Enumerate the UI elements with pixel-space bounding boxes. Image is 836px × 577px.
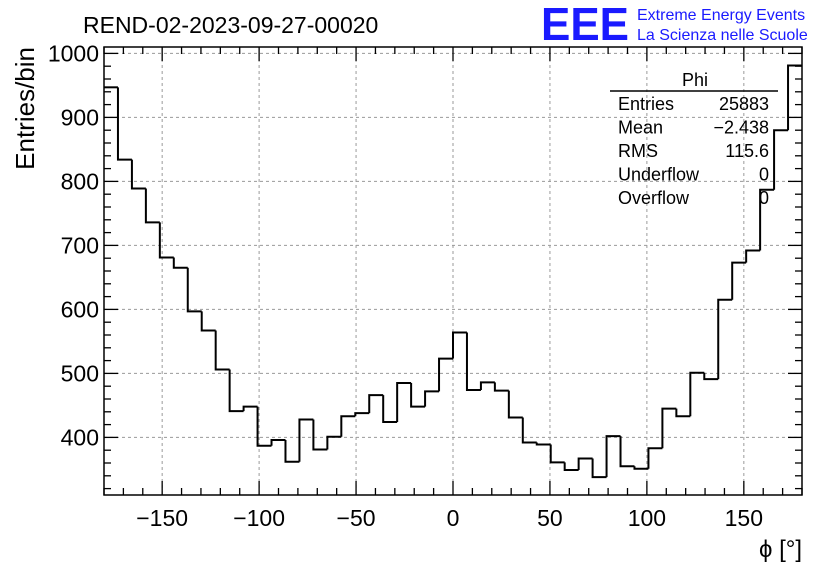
y-tick-labels: 400 500 600 700 800 900 1000 xyxy=(48,40,99,450)
x-axis-label: ϕ [°] xyxy=(759,536,802,563)
histogram-bin xyxy=(298,418,314,462)
stats-row-label: Underflow xyxy=(618,165,700,185)
x-tick-label: 100 xyxy=(628,505,666,531)
histogram-bin xyxy=(438,357,453,392)
histogram-bin xyxy=(563,462,579,472)
y-tick-label: 1000 xyxy=(48,40,99,66)
histogram-bin xyxy=(731,261,747,300)
histogram-bin xyxy=(396,382,412,423)
histogram-bin xyxy=(158,222,174,259)
stats-row-value: 0 xyxy=(759,188,769,208)
stats-rows: Entries 25883 Mean −2.438 RMS 115.6 Underflow 0… xyxy=(618,94,769,208)
stats-row-value: 0 xyxy=(759,165,769,185)
histogram-bin xyxy=(647,447,663,469)
histogram-bin xyxy=(619,436,635,468)
histogram-bin xyxy=(410,383,426,408)
x-tick-labels: −150 −100 −50 0 50 100 150 xyxy=(136,505,763,531)
histogram-bin xyxy=(675,408,691,418)
histogram-bin xyxy=(424,390,440,407)
x-tick-label: −150 xyxy=(136,505,188,531)
histogram-bin xyxy=(200,311,216,332)
histogram-bin xyxy=(577,457,593,471)
histogram-bin xyxy=(312,419,328,451)
histogram-bin xyxy=(549,444,565,464)
chart-title: REND-02-2023-09-27-00020 xyxy=(83,12,378,38)
histogram-series xyxy=(104,64,802,479)
stats-row-value: 115.6 xyxy=(725,141,769,161)
histogram-bin xyxy=(242,405,258,412)
stats-row-label: RMS xyxy=(618,141,658,161)
stats-box: Phi Entries 25883 Mean −2.438 RMS 115.6 Underf… xyxy=(610,70,778,208)
histogram-bin xyxy=(759,188,775,251)
stats-row-label: Mean xyxy=(618,118,663,138)
histogram-bin xyxy=(186,267,202,313)
x-tick-label: 150 xyxy=(725,505,763,531)
histogram-bin xyxy=(228,369,244,413)
histogram-bin xyxy=(703,372,719,381)
y-axis-label: Entries/bin xyxy=(10,47,40,170)
histogram-bin xyxy=(214,330,230,371)
histogram-bin xyxy=(144,188,160,224)
histogram-bin xyxy=(605,435,621,478)
histogram-bin xyxy=(479,381,495,391)
histogram-bin xyxy=(270,438,286,446)
x-tick-label: −100 xyxy=(233,505,285,531)
histogram-bin xyxy=(382,395,398,424)
eee-logo: EEE Extreme Energy Events La Scienza nel… xyxy=(541,0,808,50)
stats-row-value: −2.438 xyxy=(713,118,769,138)
y-tick-label: 400 xyxy=(61,424,99,450)
histogram-bin xyxy=(284,439,300,463)
histogram-bin xyxy=(745,249,761,263)
histogram-bin xyxy=(354,412,370,417)
histogram-bin xyxy=(689,371,705,417)
x-tick-label: −50 xyxy=(337,505,376,531)
histogram-bin xyxy=(368,394,384,414)
histogram-bin xyxy=(521,417,537,444)
histogram-bin xyxy=(717,298,733,380)
stats-row-label: Entries xyxy=(618,94,674,114)
logo-line1: Extreme Energy Events xyxy=(637,7,805,24)
y-tick-label: 900 xyxy=(61,104,99,130)
y-tick-label: 700 xyxy=(61,232,99,258)
histogram-bin xyxy=(633,466,649,470)
histogram-bin xyxy=(172,257,188,269)
stats-row-value: 25883 xyxy=(719,94,769,114)
y-tick-label: 600 xyxy=(61,296,99,322)
logo-letters: EEE xyxy=(541,0,629,50)
histogram-bin xyxy=(493,382,509,392)
histogram-bin xyxy=(130,159,146,190)
histogram-bin xyxy=(452,331,467,359)
axis-ticks xyxy=(103,47,803,495)
histogram-bin xyxy=(256,406,272,447)
y-tick-label: 500 xyxy=(61,360,99,386)
x-tick-label: 50 xyxy=(537,505,563,531)
histogram-bin xyxy=(326,435,342,450)
histogram-bin xyxy=(661,407,677,449)
histogram-bin xyxy=(340,415,356,437)
y-tick-label: 800 xyxy=(61,168,99,194)
histogram-bin xyxy=(773,129,789,190)
stats-row-label: Overflow xyxy=(618,188,690,208)
logo-line2: La Scienza nelle Scuole xyxy=(637,27,808,44)
histogram-bin xyxy=(535,442,551,446)
histogram-bin xyxy=(116,87,132,161)
histogram-bin xyxy=(507,390,523,419)
stats-title: Phi xyxy=(682,70,708,90)
x-tick-label: 0 xyxy=(447,505,460,531)
histogram-bin xyxy=(465,332,481,392)
histogram-bin xyxy=(591,458,607,479)
